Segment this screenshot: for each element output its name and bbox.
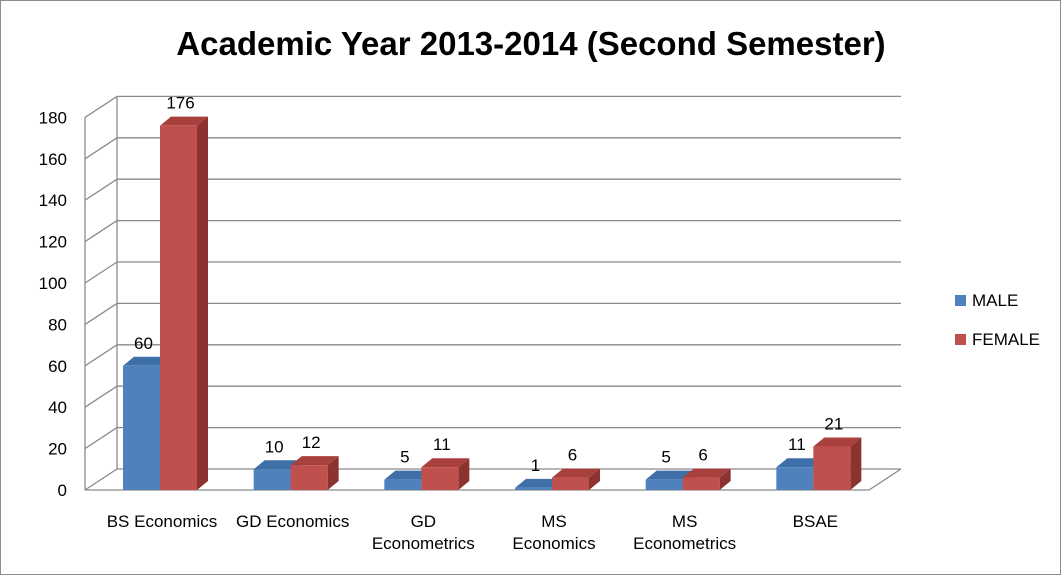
data-label: 6 [568,446,577,465]
bar-female [290,456,339,490]
data-label: 6 [698,446,707,465]
bar-top [552,468,600,478]
grid-diagonal [84,427,118,450]
bar-top [253,460,302,470]
bar-female [552,468,600,490]
legend: MALE FEMALE [955,291,1040,349]
data-label: 11 [433,435,451,454]
bar-top [384,470,433,480]
data-label: 5 [400,448,409,467]
bar-side [719,468,731,490]
data-label: 21 [824,415,843,434]
bar-front [682,477,720,490]
data-labels: 60 10 5 1 5 11 176 12 11 6 6 21 [134,94,843,475]
y-tick-label: 20 [48,440,67,459]
y-tick-label: 60 [48,357,67,376]
bar-front [515,487,552,490]
grid-diagonal [84,344,118,367]
bar-front [813,446,851,490]
grid-diagonal [84,220,118,243]
x-category-label: MS Economics [512,512,595,553]
bar-top [123,356,171,366]
bar-top [515,478,563,488]
y-tick-label: 140 [39,191,67,210]
bar-top [813,437,862,447]
bar-top [645,470,694,480]
bar-front [645,479,683,490]
bar-side [458,458,470,490]
bar-front [384,479,422,490]
bar-side [850,437,862,490]
grid-diagonal [84,95,118,118]
data-label: 5 [661,448,670,467]
x-category-label: BS Economics [107,512,218,531]
bar-top [776,458,825,468]
bar-front [290,465,328,490]
data-label: 11 [788,435,806,454]
bars [123,116,862,491]
bar-top [290,456,339,466]
bar-side [197,116,208,491]
legend-swatch [955,295,966,306]
bar-top [421,458,470,468]
bar-front [253,469,291,490]
bar-front [552,477,589,490]
legend-swatch [955,334,966,345]
data-label: 10 [265,437,284,456]
grid-diagonal [84,302,118,325]
bar-side [589,468,600,490]
bar-female [421,458,470,490]
x-category-label: GD Economics [236,512,349,531]
y-axis: 0 20 40 60 80 100 120 140 160 180 [39,96,118,500]
bar-front [421,467,459,490]
y-tick-label: 80 [48,315,67,334]
bar-front [160,125,197,491]
chart-title: Academic Year 2013-2014 (Second Semester… [176,25,885,62]
legend-label: MALE [972,291,1018,310]
x-category-label: GD Econometrics [372,512,475,553]
grid-diagonal [84,178,118,201]
data-label: 1 [531,456,540,475]
x-category-label: MS Econometrics [633,512,736,553]
bar-side [327,456,339,490]
data-label: 12 [302,433,321,452]
gridlines [84,95,902,491]
bar-female [813,437,862,490]
y-tick-label: 0 [58,481,67,500]
x-axis-categories: BS Economics GD Economics GD Econometrics MS… [107,512,838,553]
grid-diagonal [84,261,118,284]
bar-female [160,116,208,491]
bar-female [682,468,731,490]
y-tick-label: 100 [39,274,67,293]
legend-label: FEMALE [972,330,1040,349]
data-label: 176 [166,94,194,113]
y-tick-label: 160 [39,150,67,169]
bar-front [776,467,814,490]
grid-diagonal [84,137,118,160]
grid-diagonal [84,468,118,491]
floor-edge [85,468,902,491]
bar-front [123,365,160,490]
y-tick-label: 120 [39,233,67,252]
grid-diagonal [84,385,118,408]
bar-top [682,468,731,478]
bar-top [160,116,208,126]
y-tick-label: 180 [39,108,67,127]
y-tick-label: 40 [48,398,67,417]
x-category-label: BSAE [793,512,838,531]
data-label: 60 [134,334,153,353]
